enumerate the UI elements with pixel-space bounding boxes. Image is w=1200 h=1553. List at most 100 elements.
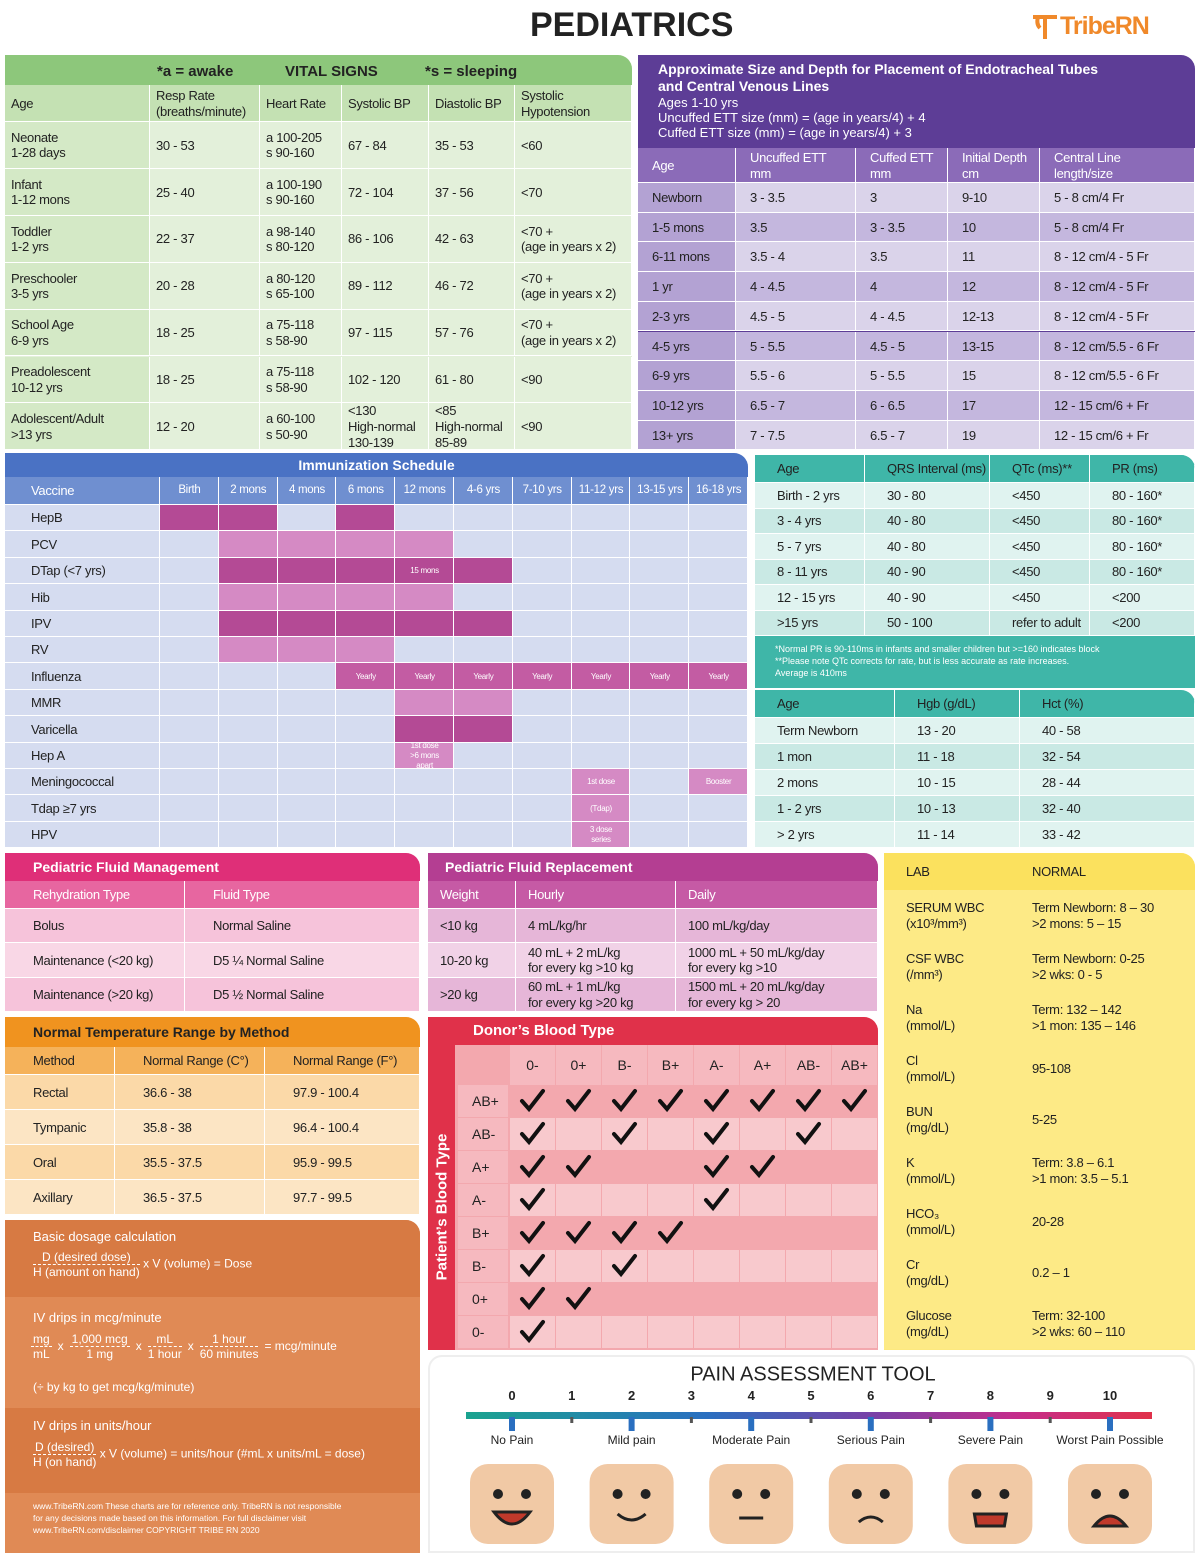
table-cell bbox=[454, 821, 513, 848]
face-part bbox=[851, 1489, 862, 1499]
cell-line: >1 mon: 3.5 – 5.1 bbox=[1032, 1170, 1129, 1186]
table-cell: 18 - 25 bbox=[150, 309, 260, 357]
table-row: 6-11 mons 3.5 - 4 3.5 11 8 - 12 cm/4 - 5 Fr bbox=[638, 242, 1195, 273]
table-cell: a 100-205 s 90-160 bbox=[260, 122, 342, 169]
cell-line: a 100-190 bbox=[266, 176, 322, 192]
note-line: *Normal PR is 90-110ms in infants and sm… bbox=[775, 644, 1100, 654]
cell-line: 1500 mL + 20 mL/kg/day bbox=[688, 979, 825, 995]
table-cell bbox=[336, 716, 396, 743]
table-cell bbox=[160, 584, 219, 611]
fraction: 1 hour 60 minutes bbox=[199, 1332, 259, 1361]
column-header: PR (ms) bbox=[1090, 455, 1195, 483]
check bbox=[612, 1254, 637, 1278]
column-header: 6 mons bbox=[336, 477, 396, 505]
check bbox=[658, 1221, 683, 1245]
check bbox=[796, 1089, 821, 1113]
table-cell bbox=[218, 689, 278, 717]
table-cell: Hib bbox=[5, 584, 160, 611]
column-header: 16-18 yrs bbox=[689, 477, 748, 505]
table-cell: 57 - 76 bbox=[429, 309, 515, 357]
table-row: Varicella bbox=[5, 716, 748, 743]
cell-line: High-normal bbox=[348, 419, 416, 435]
table-row: Adolescent/Adult >13 yrs 12 - 20 a 60-100 s … bbox=[5, 403, 632, 450]
table-row: Bolus Normal Saline bbox=[5, 909, 420, 944]
compat-cell bbox=[740, 1316, 785, 1348]
table-cell bbox=[218, 821, 278, 848]
table-cell: CSF WBC (/mm³) bbox=[884, 941, 1010, 992]
ett-heading: Approximate Size and Depth for Placement… bbox=[658, 61, 1098, 140]
section-title: Immunization Schedule bbox=[5, 453, 748, 477]
table-cell: 12 bbox=[948, 272, 1040, 302]
table-cell: 20-28 bbox=[1010, 1196, 1195, 1247]
table-row: Newborn 3 - 3.5 3 9-10 5 - 8 cm/4 Fr bbox=[638, 183, 1195, 213]
hemoglobin-panel: Age Hgb (g/dL) Hct (%) Term Newborn 13 - 20 4… bbox=[755, 690, 1195, 848]
note: *s = sleeping bbox=[425, 63, 518, 80]
table-cell: 35.8 - 38 bbox=[115, 1110, 265, 1145]
section-title: IV drips in units/hour bbox=[33, 1418, 152, 1433]
check bbox=[520, 1320, 545, 1344]
compat-cell bbox=[694, 1118, 739, 1150]
cell-line: <70 + bbox=[521, 270, 553, 286]
cell-line: School Age bbox=[11, 317, 74, 333]
table-cell: 8 - 12 cm/4 - 5 Fr bbox=[1040, 242, 1195, 273]
operator: x bbox=[187, 1338, 194, 1353]
numerator: D (desired dose) bbox=[33, 1250, 140, 1265]
cell-line: (mmol/L) bbox=[906, 1170, 955, 1186]
table-cell bbox=[512, 821, 572, 848]
pain-label: No Pain bbox=[491, 1433, 534, 1447]
table-cell: >15 yrs bbox=[755, 610, 865, 636]
table-cell bbox=[512, 610, 572, 637]
header-row: Age QRS Interval (ms) QTc (ms)** PR (ms) bbox=[755, 455, 1195, 483]
table-cell: Booster bbox=[689, 769, 748, 796]
donor-label: B- bbox=[602, 1045, 647, 1085]
face-part bbox=[470, 1464, 554, 1544]
table-cell: 37 - 56 bbox=[429, 168, 515, 216]
ecg-notes: *Normal PR is 90-110ms in infants and sm… bbox=[775, 643, 1100, 679]
table-cell: 1 yr bbox=[638, 272, 736, 302]
table-row: Influenza Yearly Yearly Yearly Yearly Yearly Y… bbox=[5, 663, 748, 690]
formula: mg mL x 1,000 mcg 1 mg x mL 1 hour x 1 hour 60 min… bbox=[31, 1332, 343, 1361]
compat-cell bbox=[556, 1085, 601, 1117]
check bbox=[612, 1221, 637, 1245]
table-cell: 17 bbox=[948, 390, 1040, 421]
table-cell bbox=[277, 505, 337, 532]
table-row: Infant 1-12 mons 25 - 40 a 100-190 s 90-160 7… bbox=[5, 168, 632, 216]
compat-cell bbox=[832, 1151, 877, 1183]
table-cell bbox=[512, 557, 572, 585]
formula-line: Ages 1-10 yrs bbox=[658, 95, 739, 110]
cell-line: 3 dose bbox=[589, 825, 613, 835]
cell-line: <70 + bbox=[521, 317, 553, 333]
cell-line: 10-12 yrs bbox=[11, 379, 63, 395]
cell-line: Term: 32-100 bbox=[1032, 1307, 1105, 1323]
note-line: **Please note QTc corrects for rate, but… bbox=[775, 656, 1070, 666]
donor-label: AB- bbox=[786, 1045, 831, 1085]
pain-label: Severe Pain bbox=[958, 1433, 1023, 1447]
compat-cell bbox=[694, 1316, 739, 1348]
page-title: PEDIATRICS bbox=[530, 6, 734, 44]
check bbox=[520, 1287, 545, 1311]
table-cell bbox=[395, 689, 454, 717]
table-cell: 1 - 2 yrs bbox=[755, 796, 895, 822]
cell-line: >6 mons bbox=[410, 751, 439, 760]
column-header: 4 mons bbox=[277, 477, 337, 505]
face-part bbox=[828, 1464, 913, 1544]
fraction: mL 1 hour bbox=[147, 1332, 182, 1361]
compat-cell bbox=[786, 1316, 831, 1348]
table-row: Preadolescent 10-12 yrs 18 - 25 a 75-118 s 5… bbox=[5, 356, 632, 404]
table-cell: 19 bbox=[948, 420, 1040, 450]
table-cell bbox=[454, 689, 513, 717]
operator: x bbox=[57, 1338, 64, 1353]
column-header: Age bbox=[755, 690, 895, 718]
patient-label: AB+ bbox=[458, 1085, 508, 1117]
header-row: Age Resp Rate (breaths/minute) Heart Rate Sy… bbox=[5, 85, 632, 122]
cell-line: Hypotension bbox=[521, 103, 590, 119]
check bbox=[566, 1089, 591, 1113]
table-cell: a 98-140 s 80-120 bbox=[260, 215, 342, 263]
table-row: 1 mon 11 - 18 32 - 54 bbox=[755, 744, 1195, 770]
table-cell: <70 + (age in years x 2) bbox=[515, 309, 632, 357]
face bbox=[948, 1464, 1033, 1544]
cell-line: for every kg >10 kg bbox=[528, 960, 634, 976]
table-cell bbox=[336, 689, 396, 717]
table-row: PCV bbox=[5, 531, 748, 558]
disclaimer-line: www.TribeRN.com/disclaimer COPYRIGHT TRI… bbox=[33, 1525, 260, 1535]
